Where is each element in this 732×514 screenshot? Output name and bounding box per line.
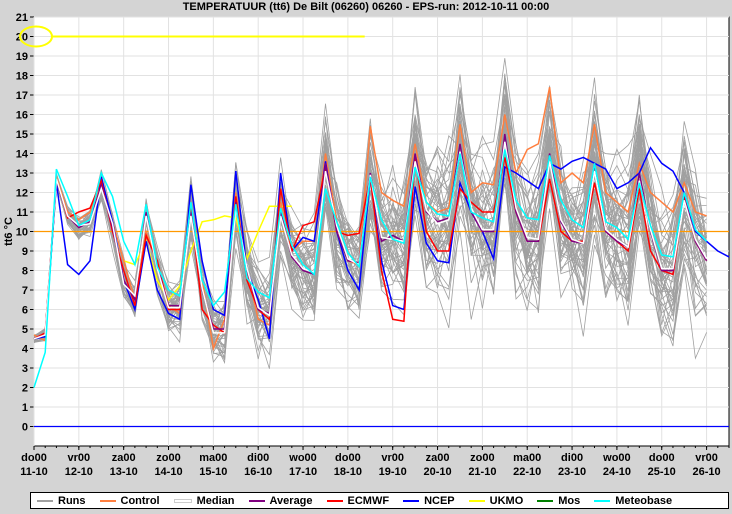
y-tick-label: 11 bbox=[16, 207, 28, 219]
legend-label: ECMWF bbox=[347, 494, 390, 507]
y-tick-label: 8 bbox=[22, 266, 28, 278]
x-tick-label: di00 bbox=[247, 452, 269, 464]
legend-label: NCEP bbox=[424, 494, 455, 507]
x-tick-label: 24-10 bbox=[603, 466, 631, 478]
legend-label: Average bbox=[269, 494, 313, 507]
x-tick-label: 25-10 bbox=[648, 466, 676, 478]
x-tick-label: 16-10 bbox=[244, 466, 272, 478]
legend-item-ukmo: UKMO bbox=[468, 494, 524, 507]
legend-swatch bbox=[537, 499, 554, 502]
y-tick-label: 12 bbox=[16, 188, 28, 200]
series-runs-line bbox=[33, 131, 707, 344]
y-tick-label: 9 bbox=[22, 246, 28, 258]
legend-label: UKMO bbox=[489, 494, 524, 507]
y-tick-label: 5 bbox=[22, 324, 28, 336]
y-tick-label: 2 bbox=[22, 383, 28, 395]
x-tick-label: zo00 bbox=[470, 452, 494, 464]
legend-item-runs: Runs bbox=[37, 495, 86, 507]
highlight-circle bbox=[19, 25, 53, 48]
x-tick-label: 15-10 bbox=[199, 466, 227, 478]
x-tick-label: 26-10 bbox=[693, 466, 721, 478]
x-tick-label: 19-10 bbox=[379, 466, 407, 478]
y-tick-label: 6 bbox=[22, 305, 28, 317]
y-axis-label: tt6 °C bbox=[3, 217, 15, 246]
legend-label: Mos bbox=[558, 494, 581, 507]
legend-label: Meteobase bbox=[615, 494, 673, 507]
chart-plot: 0123456789101112131415161718192021do0011… bbox=[3, 12, 730, 478]
legend-item-average: Average bbox=[248, 494, 313, 507]
x-tick-label: zo00 bbox=[156, 452, 180, 464]
y-tick-label: 17 bbox=[16, 90, 28, 102]
chart-legend: Runs Control Median Average ECMWF NCEP UKMO Mos… bbox=[30, 492, 729, 509]
legend-item-ncep: NCEP bbox=[403, 495, 455, 507]
x-tick-label: 20-10 bbox=[423, 466, 451, 478]
legend-swatch bbox=[326, 499, 343, 502]
x-tick-label: 13-10 bbox=[110, 466, 138, 478]
y-tick-label: 13 bbox=[16, 168, 28, 180]
legend-label: Median bbox=[196, 494, 235, 507]
y-tick-label: 14 bbox=[16, 149, 29, 161]
legend-swatch bbox=[248, 499, 265, 502]
y-tick-label: 7 bbox=[22, 285, 28, 297]
y-tick-label: 10 bbox=[16, 227, 28, 239]
legend-swatch bbox=[594, 499, 611, 502]
legend-label: Runs bbox=[58, 494, 86, 507]
legend-swatch bbox=[403, 499, 420, 502]
series-ncep-line bbox=[33, 146, 730, 340]
legend-item-mos: Mos bbox=[537, 495, 580, 507]
x-tick-label: 23-10 bbox=[558, 466, 586, 478]
y-tick-label: 1 bbox=[22, 402, 28, 414]
series-median-line bbox=[33, 141, 708, 340]
x-tick-label: ma00 bbox=[513, 452, 541, 464]
x-tick-label: do00 bbox=[649, 452, 675, 464]
x-tick-label: 14-10 bbox=[154, 466, 182, 478]
x-tick-label: 18-10 bbox=[334, 466, 362, 478]
x-tick-label: 12-10 bbox=[65, 466, 93, 478]
x-tick-label: vr00 bbox=[381, 452, 404, 464]
y-tick-label: 15 bbox=[16, 129, 28, 141]
x-tick-label: 22-10 bbox=[513, 466, 541, 478]
legend-item-meteobase: Meteobase bbox=[594, 495, 672, 507]
x-tick-label: wo00 bbox=[602, 452, 631, 464]
x-tick-label: 17-10 bbox=[289, 466, 317, 478]
legend-label: Control bbox=[120, 494, 160, 507]
legend-swatch bbox=[173, 498, 192, 503]
x-tick-label: wo00 bbox=[288, 452, 317, 464]
x-tick-label: za00 bbox=[112, 452, 136, 464]
y-tick-label: 21 bbox=[16, 12, 28, 24]
legend-swatch bbox=[468, 499, 485, 502]
x-tick-label: do00 bbox=[21, 452, 47, 464]
x-tick-label: 21-10 bbox=[468, 466, 496, 478]
x-tick-label: do00 bbox=[335, 452, 361, 464]
series-control-line bbox=[33, 87, 707, 352]
legend-item-median: Median bbox=[173, 494, 235, 507]
series-ukmo-line bbox=[123, 205, 292, 302]
x-tick-label: za00 bbox=[426, 452, 450, 464]
y-tick-label: 4 bbox=[22, 344, 29, 356]
y-tick-label: 0 bbox=[22, 422, 28, 434]
x-tick-label: vr00 bbox=[695, 452, 718, 464]
legend-item-control: Control bbox=[99, 494, 160, 507]
series-meteobase-line bbox=[33, 149, 708, 388]
y-tick-label: 3 bbox=[22, 363, 28, 375]
y-tick-label: 19 bbox=[16, 51, 28, 63]
chart-title: TEMPERATUUR (tt6) De Bilt (06260) 06260 … bbox=[182, 1, 550, 13]
x-tick-label: 11-10 bbox=[20, 466, 48, 478]
legend-swatch bbox=[37, 499, 53, 502]
x-tick-label: vr00 bbox=[68, 452, 91, 464]
y-tick-label: 16 bbox=[16, 110, 28, 122]
legend-swatch bbox=[99, 499, 116, 502]
x-tick-label: di00 bbox=[561, 452, 583, 464]
y-tick-label: 18 bbox=[16, 71, 28, 83]
x-tick-label: ma00 bbox=[199, 452, 227, 464]
y-tick-label: 20 bbox=[16, 32, 28, 44]
legend-item-ecmwf: ECMWF bbox=[326, 494, 390, 507]
